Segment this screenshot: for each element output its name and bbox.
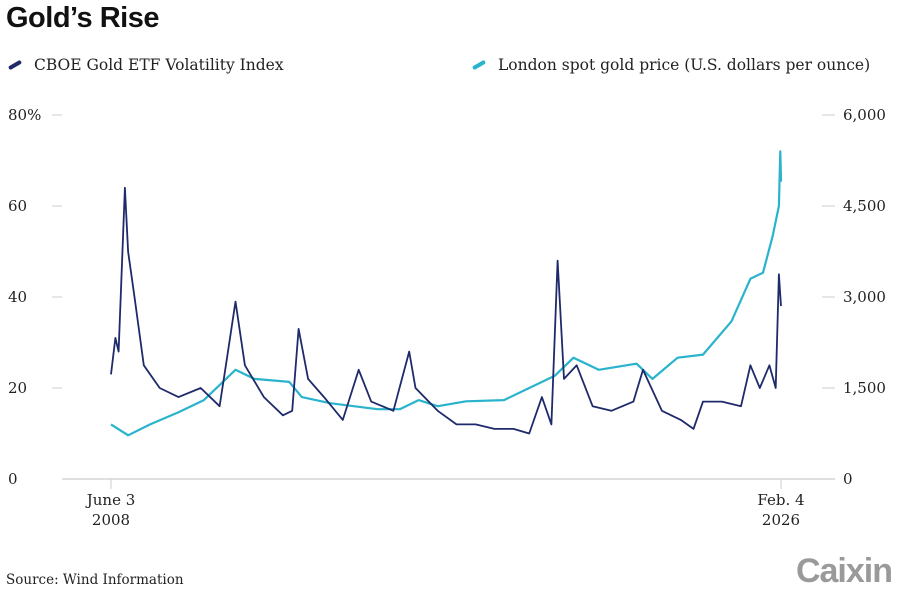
y-right-tick-label: 4,500 [843, 197, 886, 215]
x-tick-label: Feb. 4 [757, 491, 804, 509]
y-right-tick-label: 0 [843, 470, 853, 488]
y-left-tick-label: 80% [8, 106, 41, 124]
legend-label: CBOE Gold ETF Volatility Index [34, 56, 284, 74]
volatility-index-line [110, 186, 782, 435]
legend-item-gold-price: London spot gold price (U.S. dollars per… [471, 56, 871, 74]
y-left-tick-label: 0 [8, 470, 18, 488]
y-right-tick-label: 1,500 [843, 379, 886, 397]
y-right-tick-label: 6,000 [843, 106, 886, 124]
y-right-tick-label: 3,000 [843, 288, 886, 306]
x-tick-label: 2026 [762, 511, 800, 529]
caixin-logo: Caixin [795, 552, 893, 590]
y-left-tick-label: 20 [8, 379, 27, 397]
legend-label: London spot gold price (U.S. dollars per… [498, 56, 871, 74]
gold-price-line [110, 150, 783, 437]
y-left-tick-label: 40 [8, 288, 27, 306]
x-tick-label: June 3 [85, 491, 136, 509]
x-tick-label: 2008 [92, 511, 130, 529]
chart-title: Gold’s Rise [6, 2, 159, 34]
y-left-tick-label: 60 [8, 197, 27, 215]
legend-item-volatility: CBOE Gold ETF Volatility Index [7, 56, 284, 74]
source-note: Source: Wind Information [6, 572, 184, 588]
